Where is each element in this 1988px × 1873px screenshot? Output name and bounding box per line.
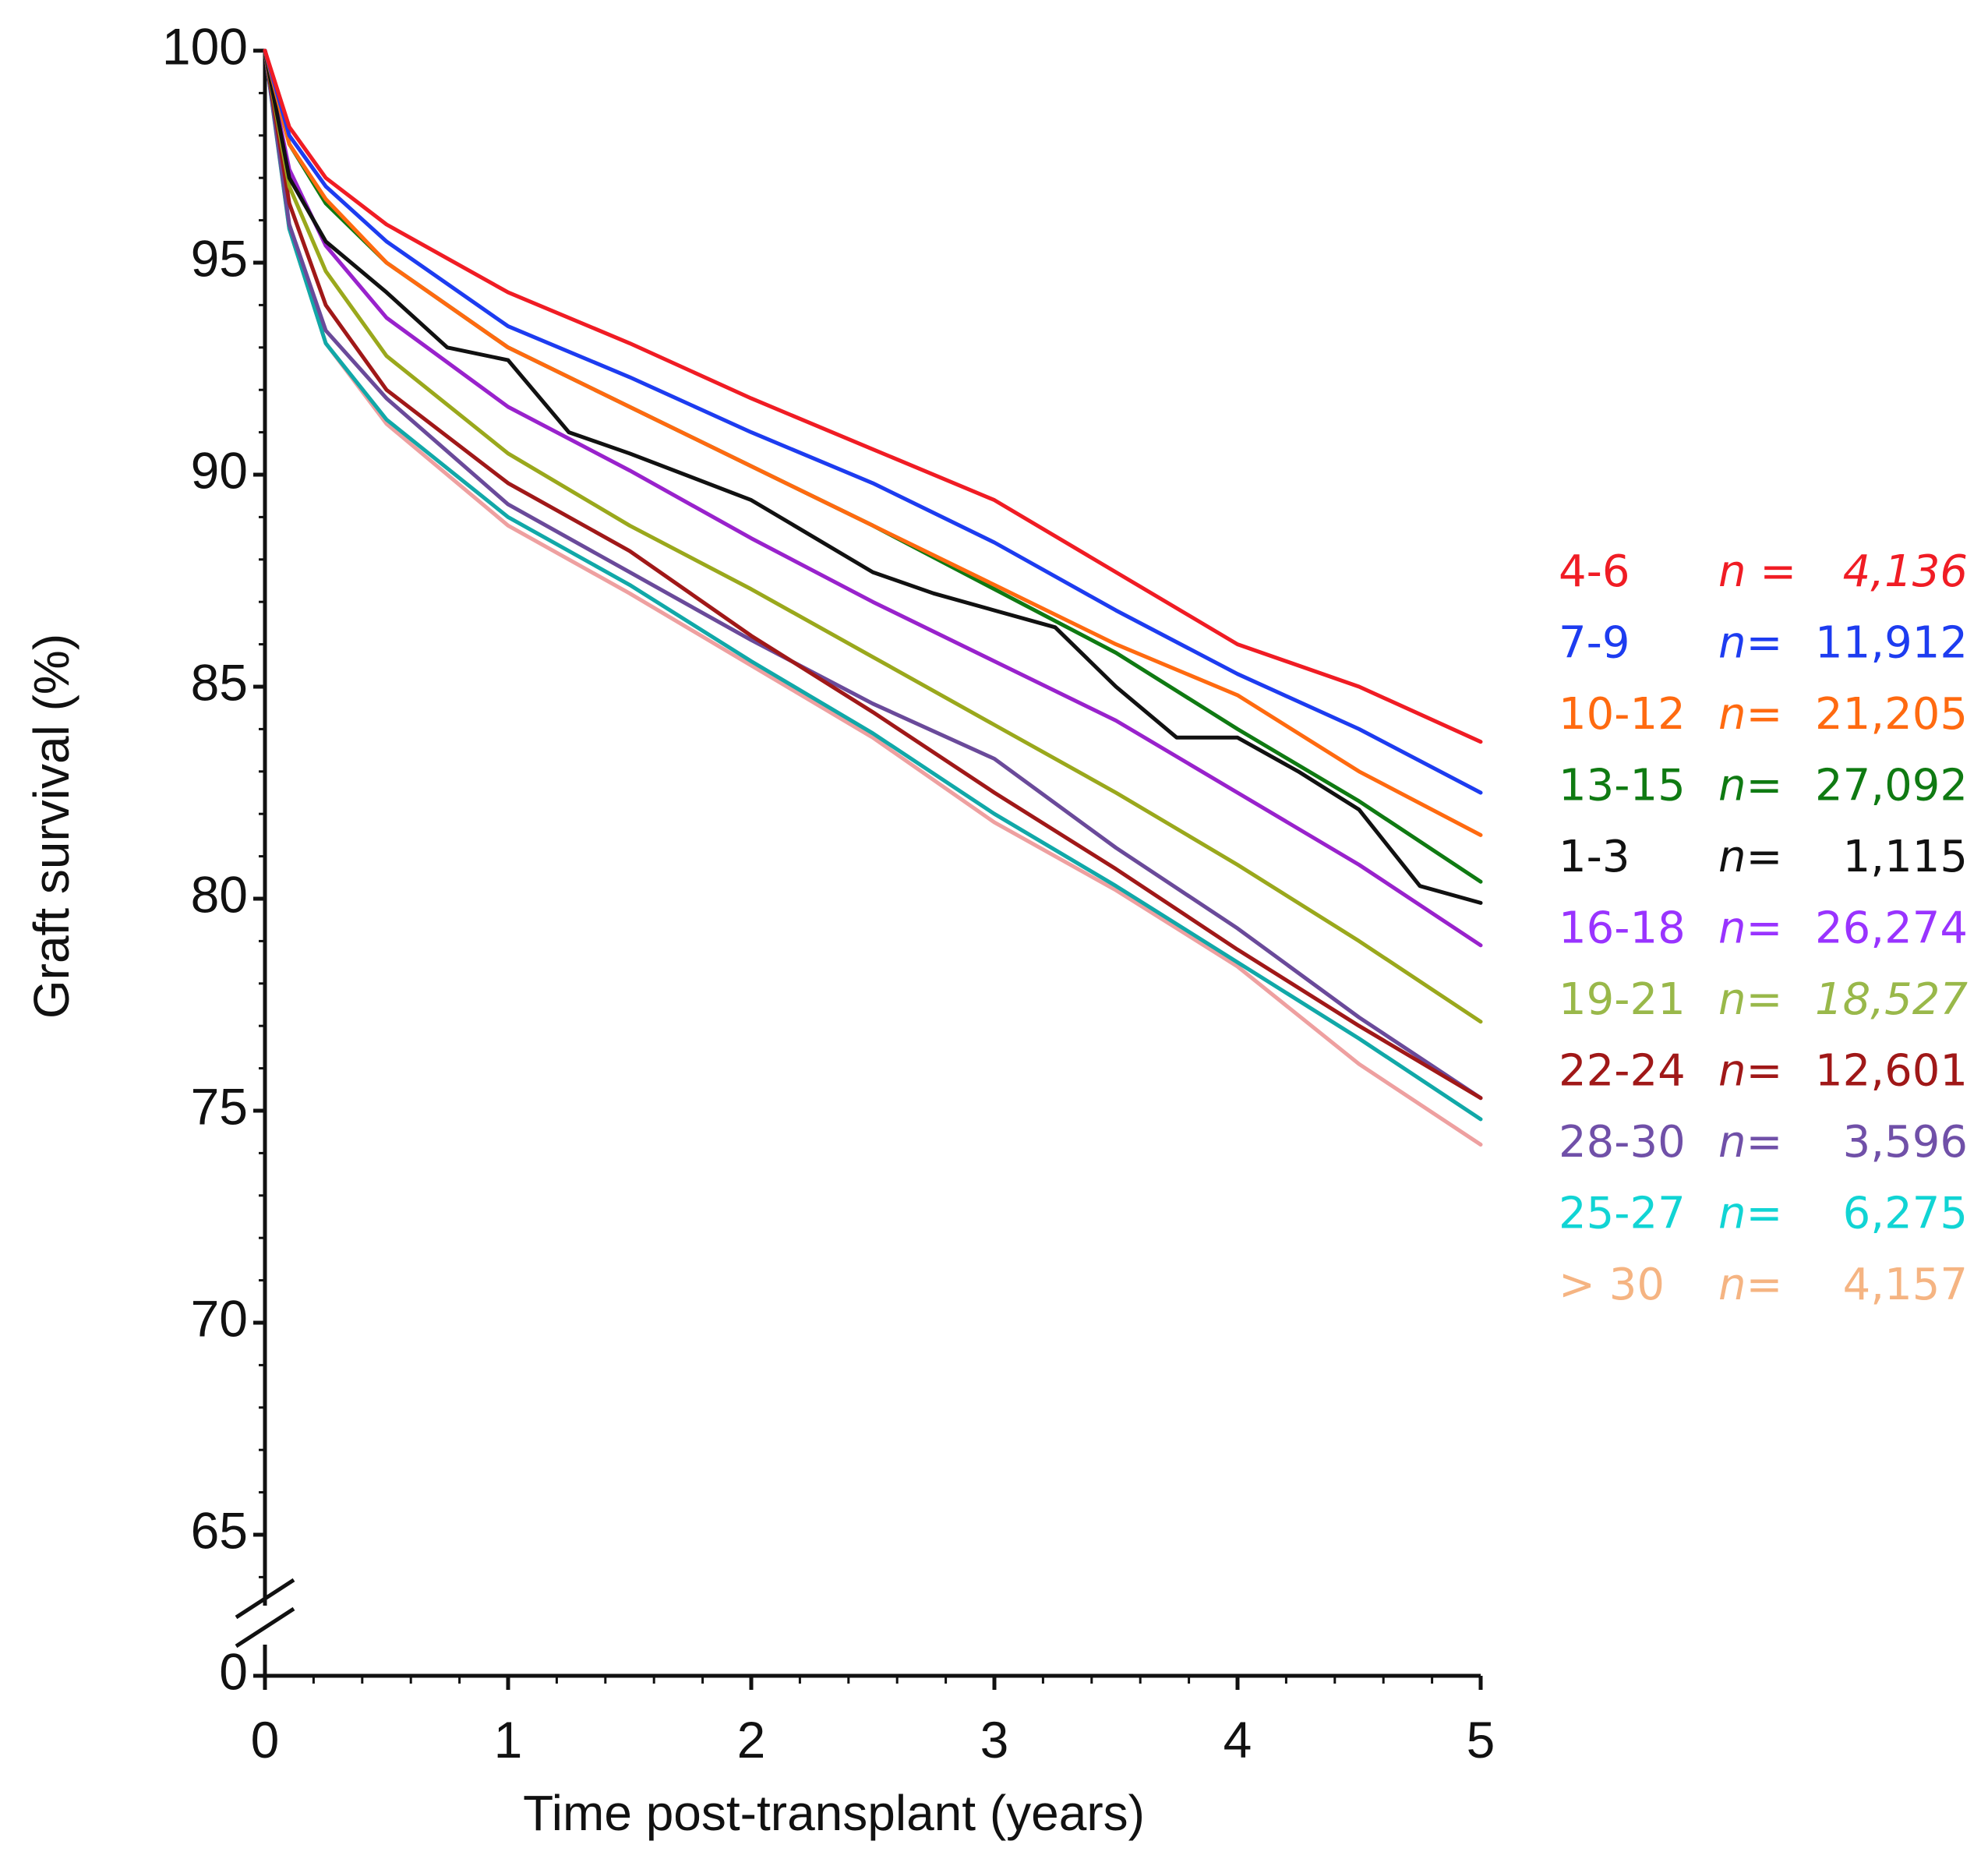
legend-n-prefix: n =	[1718, 546, 1796, 597]
legend-n-value: 3,596	[1843, 1117, 1968, 1168]
legend-n-prefix: n=	[1718, 903, 1782, 954]
legend-n-value: 18,527	[1815, 974, 1968, 1025]
legend-label: 22-24	[1559, 1046, 1686, 1097]
x-tick-label: 1	[494, 1711, 523, 1769]
legend-label: 4-6	[1559, 546, 1630, 597]
x-ticks: 0 1 2 3 4 5	[251, 1676, 1495, 1769]
axis-break-mark-2	[235, 1606, 295, 1649]
legend-label: 10-12	[1559, 689, 1686, 740]
legend-n-prefix: n=	[1718, 689, 1782, 740]
y-tick-label: 90	[191, 441, 248, 499]
series-lines	[263, 48, 1483, 1147]
series-line-16-18	[263, 48, 1483, 948]
y-break-label: 0	[219, 1642, 248, 1700]
y-tick-label: 85	[191, 653, 248, 711]
y-tick-label: 65	[191, 1501, 248, 1559]
legend-n-value: 11,912	[1815, 618, 1968, 669]
legend-n-value: 1,115	[1843, 832, 1968, 882]
legend-n-value: 12,601	[1815, 1046, 1968, 1097]
legend-n-value: 26,274	[1815, 903, 1968, 954]
series-line-4-6	[263, 48, 1483, 744]
x-tick-label: 5	[1467, 1711, 1495, 1769]
legend-n-prefix: n=	[1718, 618, 1782, 669]
legend-label: 7-9	[1559, 618, 1630, 669]
x-tick-label: 2	[737, 1711, 766, 1769]
series-line-7-9	[263, 48, 1483, 795]
legend-n-value: 21,205	[1815, 689, 1968, 740]
series-line-30	[263, 48, 1483, 1147]
legend-label: 1-3	[1559, 832, 1630, 882]
legend-n-value: 4,157	[1843, 1260, 1968, 1310]
y-axis-title: Graft survival (%)	[23, 634, 79, 1019]
series-line-1-3	[263, 48, 1483, 905]
legend-label: > 30	[1559, 1260, 1665, 1310]
y-tick-label: 70	[191, 1289, 248, 1347]
legend-label: 16-18	[1559, 903, 1686, 954]
legend-n-prefix: n=	[1718, 1260, 1782, 1310]
legend-label: 28-30	[1559, 1117, 1686, 1168]
legend-n-value: 6,275	[1843, 1189, 1968, 1239]
legend-n-value: 27,092	[1815, 761, 1968, 811]
legend-n-prefix: n=	[1718, 761, 1782, 811]
series-line-28-30	[263, 48, 1483, 1101]
legend-n-prefix: n=	[1718, 832, 1782, 882]
series-line-22-24	[263, 48, 1483, 1101]
y-ticks: 100 95 90 85 80 75 70 65	[162, 17, 265, 1578]
y-tick-label: 75	[191, 1077, 248, 1135]
legend-n-prefix: n=	[1718, 1117, 1782, 1168]
legend: 4-6 n = 4,136 7-9 n= 11,912 10-12 n= 21,205 13-15…	[1559, 546, 1968, 1310]
legend-label: 13-15	[1559, 761, 1686, 811]
legend-n-prefix: n=	[1718, 1046, 1782, 1097]
legend-label: 19-21	[1559, 974, 1686, 1025]
y-tick-label: 100	[162, 17, 248, 75]
legend-n-value: 4,136	[1843, 546, 1968, 597]
axis-break-mark-1	[235, 1578, 295, 1620]
x-tick-label: 3	[980, 1711, 1009, 1769]
series-line-19-21	[263, 48, 1483, 1024]
x-tick-label: 0	[251, 1711, 280, 1769]
x-tick-label: 4	[1224, 1711, 1252, 1769]
x-axis-title: Time post-transplant (years)	[523, 1785, 1145, 1841]
series-line-25-27	[263, 48, 1483, 1122]
legend-label: 25-27	[1559, 1189, 1686, 1239]
legend-n-prefix: n=	[1718, 974, 1782, 1025]
series-line-10-12	[263, 48, 1483, 837]
legend-n-prefix: n=	[1718, 1189, 1782, 1239]
y-tick-label: 95	[191, 229, 248, 287]
axes: 0	[219, 51, 1481, 1700]
y-tick-label: 80	[191, 865, 248, 923]
